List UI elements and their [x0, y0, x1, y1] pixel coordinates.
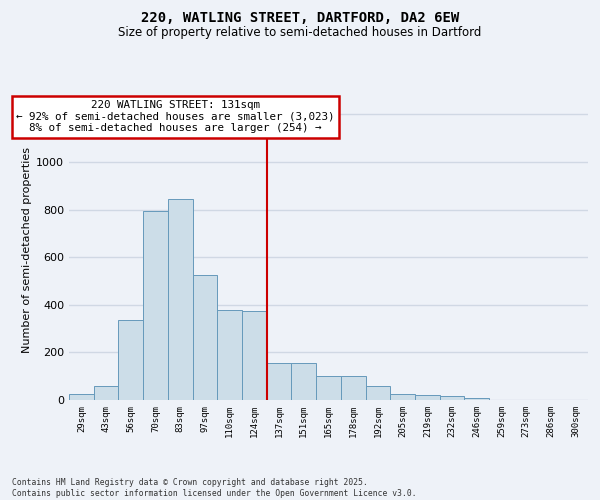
Y-axis label: Number of semi-detached properties: Number of semi-detached properties: [22, 147, 32, 353]
Bar: [464, 398, 489, 400]
Bar: [94, 386, 118, 400]
Text: Contains HM Land Registry data © Crown copyright and database right 2025.
Contai: Contains HM Land Registry data © Crown c…: [12, 478, 416, 498]
Text: 220, WATLING STREET, DARTFORD, DA2 6EW: 220, WATLING STREET, DARTFORD, DA2 6EW: [141, 11, 459, 25]
Bar: [143, 210, 168, 400]
Bar: [341, 376, 365, 400]
Bar: [69, 394, 94, 400]
Bar: [118, 320, 143, 400]
Bar: [193, 275, 217, 400]
Bar: [217, 310, 242, 400]
Bar: [292, 363, 316, 400]
Bar: [440, 396, 464, 400]
Bar: [316, 376, 341, 400]
Bar: [168, 199, 193, 400]
Bar: [242, 310, 267, 400]
Bar: [415, 395, 440, 400]
Text: Size of property relative to semi-detached houses in Dartford: Size of property relative to semi-detach…: [118, 26, 482, 39]
Bar: [365, 386, 390, 400]
Text: 220 WATLING STREET: 131sqm
← 92% of semi-detached houses are smaller (3,023)
8% : 220 WATLING STREET: 131sqm ← 92% of semi…: [16, 100, 335, 133]
Bar: [390, 394, 415, 400]
Bar: [267, 363, 292, 400]
